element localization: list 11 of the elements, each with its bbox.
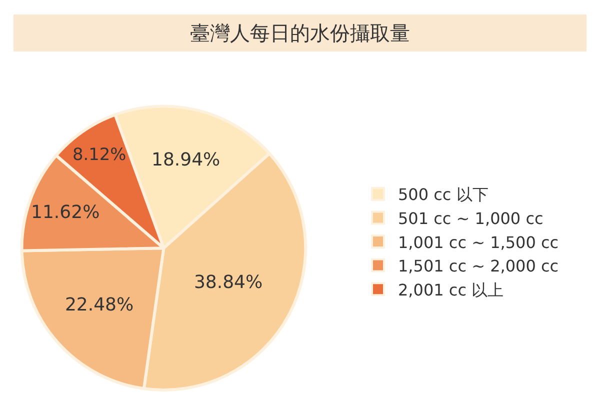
legend-label: 2,001 cc 以上 <box>398 280 504 300</box>
legend-label: 501 cc ~ 1,000 cc <box>398 208 544 228</box>
data-label: 8.12% <box>72 144 126 164</box>
legend-label: 500 cc 以下 <box>398 185 488 204</box>
data-label: 11.62% <box>31 202 100 224</box>
data-label: 38.84% <box>194 272 263 294</box>
chart-title: 臺灣人每日的水份攝取量 <box>190 21 410 45</box>
legend-label: 1,501 cc ~ 2,000 cc <box>398 256 559 276</box>
data-label: 18.94% <box>152 149 220 170</box>
legend-label: 1,001 cc ~ 1,500 cc <box>398 232 559 252</box>
data-label: 22.48% <box>64 294 134 316</box>
